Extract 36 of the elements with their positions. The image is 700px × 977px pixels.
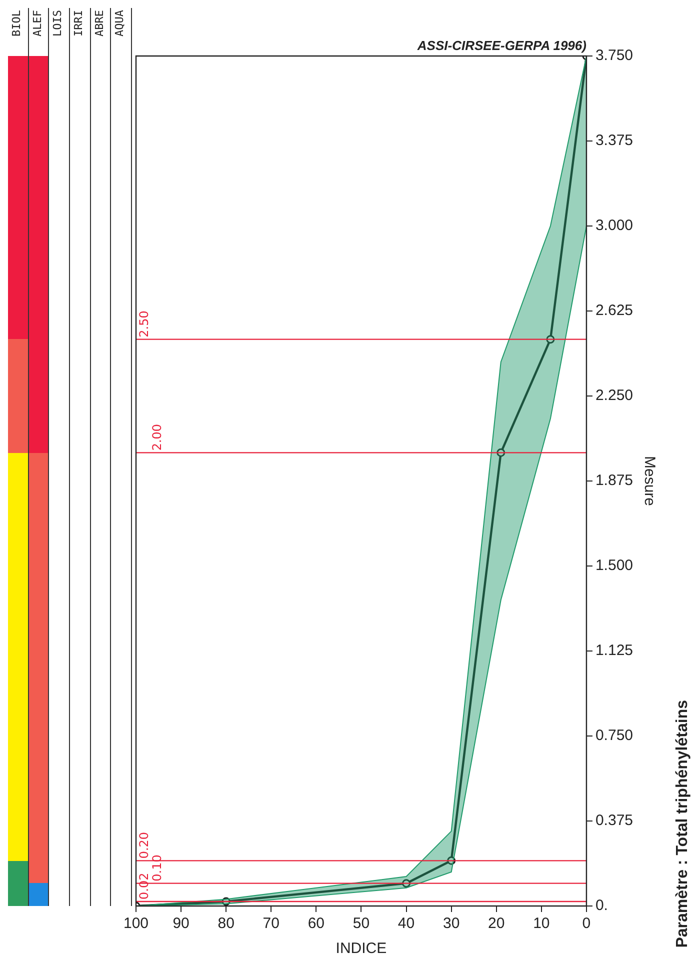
- y-tick-label: 2.250: [595, 387, 634, 404]
- y-tick-label: 0.750: [595, 727, 634, 744]
- y-tick-label: 0.: [595, 897, 608, 914]
- ref-line-label: 2.00: [150, 424, 164, 451]
- x-tick-label: 50: [352, 915, 370, 932]
- y-tick-label: 1.125: [595, 642, 634, 660]
- x-tick-label: 20: [488, 915, 505, 932]
- y-tick-label: 1.500: [595, 557, 634, 574]
- ref-line-label: 0.02: [137, 872, 151, 900]
- y-tick-label: 2.625: [595, 302, 634, 320]
- text: LOIS: [51, 10, 64, 36]
- text: BIOL: [10, 10, 23, 36]
- text: AQUA: [113, 10, 126, 36]
- y-tick-label: 3.000: [595, 217, 634, 234]
- x-tick-label: 10: [533, 915, 550, 932]
- y-tick-label: 0.375: [595, 812, 634, 830]
- text: ABRE: [92, 10, 106, 36]
- x-tick-label: 90: [172, 915, 190, 932]
- x-tick-label: 40: [398, 915, 415, 932]
- x-tick-label: 80: [218, 915, 234, 932]
- text: Paramètre : Total triphénylétains: [674, 700, 692, 948]
- x-tick-label: 30: [442, 915, 460, 932]
- text: ALEF: [30, 10, 44, 36]
- x-tick-label: 60: [308, 915, 325, 932]
- x-axis-title: INDICE: [336, 940, 387, 958]
- x-tick-label: 100: [123, 915, 149, 932]
- x-tick-label: 0: [582, 915, 591, 932]
- y-tick-label: 3.750: [595, 47, 634, 64]
- y-tick-label: 1.875: [595, 472, 634, 490]
- y-tick-label: 3.375: [595, 132, 634, 150]
- ref-line-label: 0.20: [137, 832, 151, 859]
- y-axis-title: Mesure: [640, 456, 658, 506]
- text: ASSI-CIRSEE-GERPA 1996): [416, 38, 586, 54]
- text: IRRI: [72, 10, 85, 36]
- ref-line-label: 2.50: [137, 310, 151, 338]
- x-tick-label: 70: [262, 915, 280, 932]
